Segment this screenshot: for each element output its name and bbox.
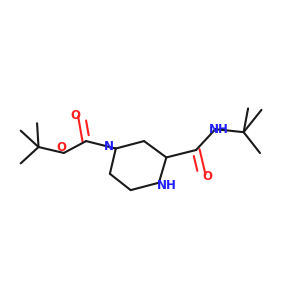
Text: N: N <box>104 140 114 153</box>
Text: O: O <box>70 109 80 122</box>
Text: NH: NH <box>156 178 176 192</box>
Text: O: O <box>56 141 66 154</box>
Text: NH: NH <box>209 123 229 136</box>
Text: O: O <box>202 170 212 183</box>
